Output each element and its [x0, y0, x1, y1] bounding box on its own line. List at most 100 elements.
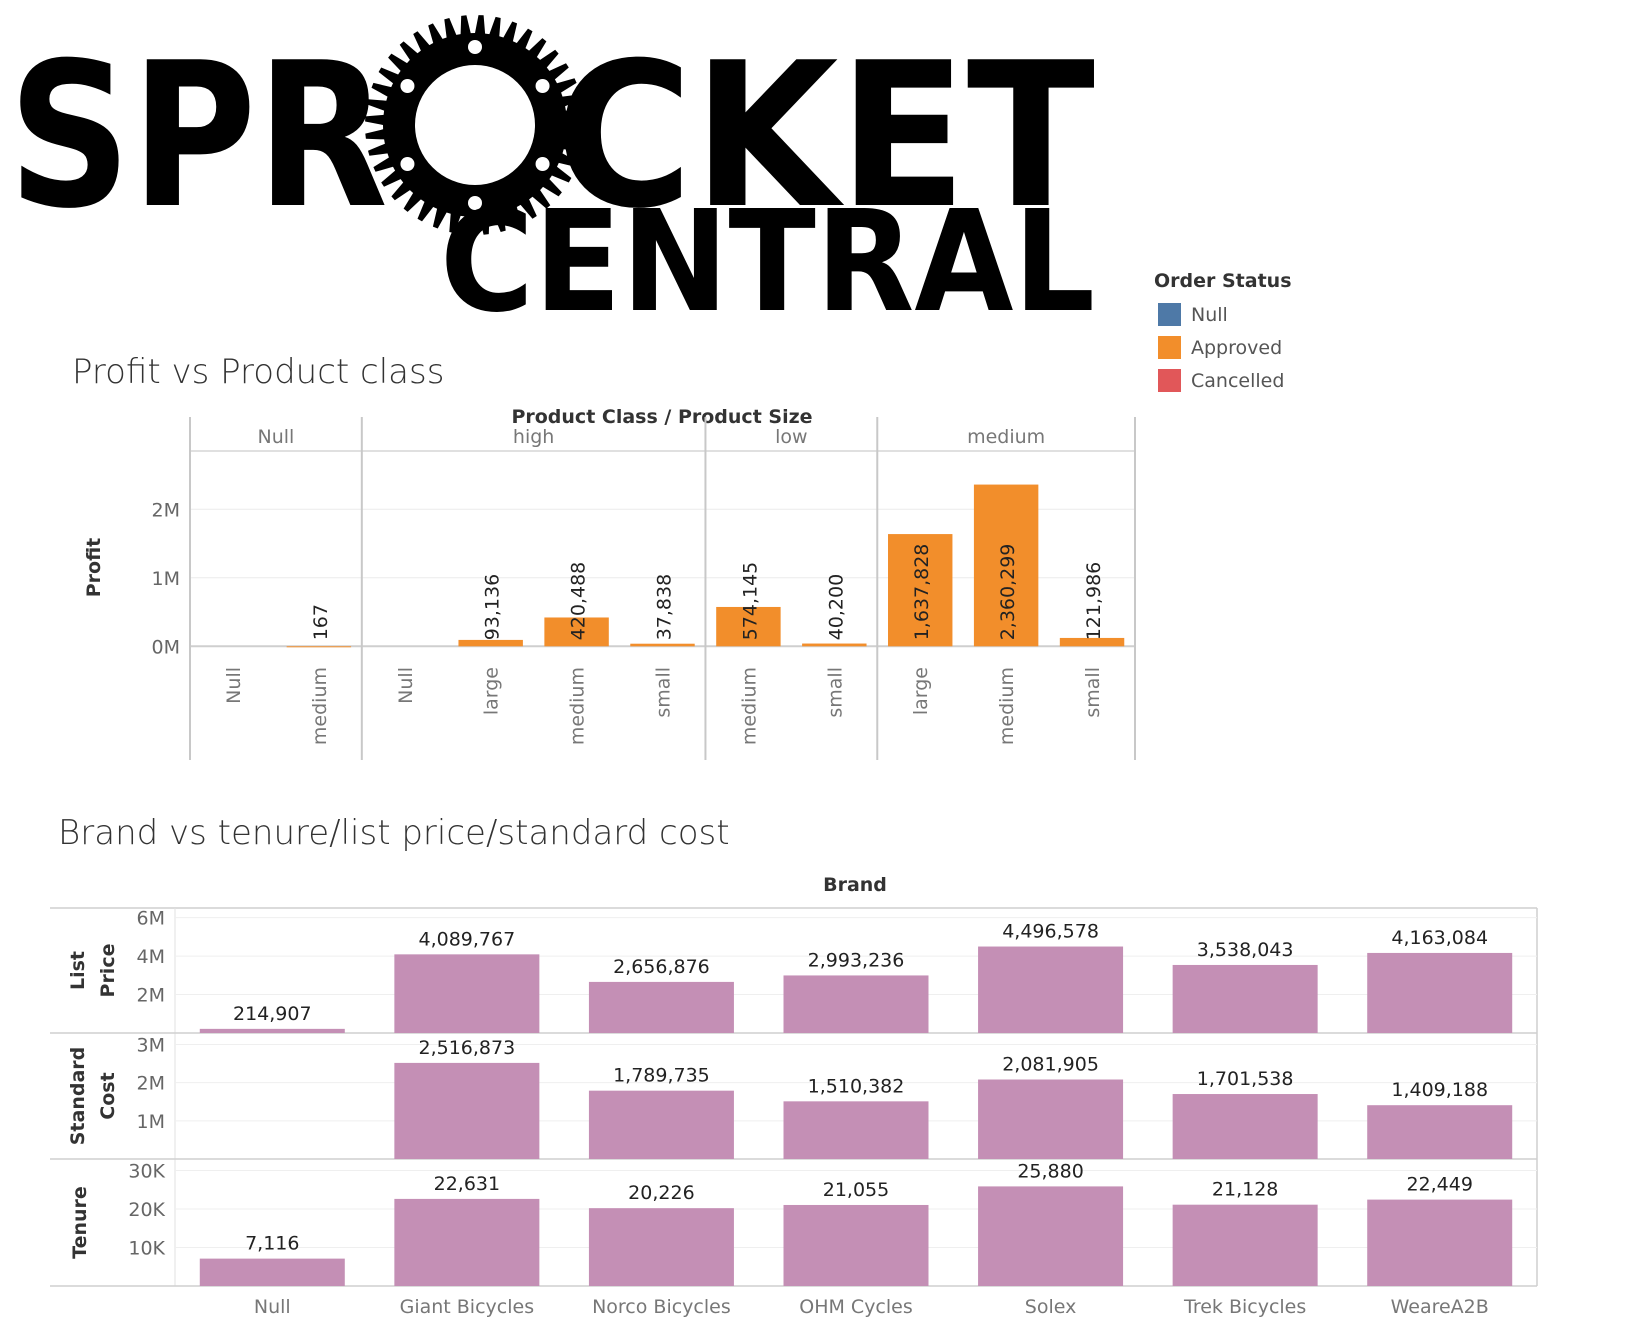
- brand-category-label: Giant Bicycles: [400, 1296, 535, 1318]
- brand-data-label: 7,116: [245, 1233, 299, 1255]
- brand-bar: [1367, 1199, 1513, 1286]
- logo-line1-right: CKET: [555, 20, 1095, 253]
- order-status-legend[interactable]: Order Status Null Approved Cancelled: [1154, 270, 1292, 397]
- legend-title: Order Status: [1154, 270, 1292, 292]
- brand-bar: [783, 1204, 929, 1286]
- legend-item-approved[interactable]: Approved: [1154, 331, 1292, 364]
- brand-bar: [394, 954, 540, 1033]
- brand-bar: [588, 1090, 734, 1159]
- brand-data-label: 1,409,188: [1391, 1079, 1488, 1101]
- brand-bar: [588, 1208, 734, 1286]
- product-size-label: large: [910, 667, 932, 715]
- brand-data-label: 2,656,876: [613, 956, 710, 978]
- brand-bar: [978, 1186, 1124, 1286]
- profit-bar: [544, 617, 609, 647]
- brand-tick-label: 1M: [137, 1111, 165, 1133]
- product-class-header: low: [775, 426, 807, 448]
- brand-data-label: 20,226: [628, 1182, 694, 1204]
- brand-data-label: 214,907: [233, 1003, 312, 1025]
- brand-data-label: 1,789,735: [613, 1065, 710, 1087]
- profit-vs-product-class-chart: Product Class / Product Size Profit 0M 1M 2M…: [83, 406, 1136, 760]
- brand-bar: [199, 1028, 345, 1033]
- product-class-header: Null: [258, 426, 295, 448]
- sprocket-icon: [365, 15, 585, 235]
- product-size-label: small: [653, 667, 675, 718]
- brand-series-label-line2: Price: [97, 944, 119, 998]
- brand-axis-title: Brand: [823, 874, 887, 896]
- profit-data-label: 40,200: [825, 574, 847, 640]
- sprocket-central-logo: SPR CKET CENTRAL: [8, 15, 1095, 320]
- product-size-label: small: [1082, 667, 1104, 718]
- brand-data-label: 22,449: [1406, 1174, 1472, 1196]
- brand-data-label: 2,516,873: [419, 1037, 516, 1059]
- profit-data-label: 93,136: [482, 574, 504, 640]
- brand-series-label: List: [67, 951, 89, 990]
- logo-line1-left: SPR: [8, 20, 388, 253]
- brand-data-label: 4,089,767: [419, 928, 516, 950]
- brand-tick-label: 10K: [128, 1238, 165, 1260]
- profit-data-label: 121,986: [1083, 562, 1105, 641]
- profit-data-label: 37,838: [654, 574, 676, 640]
- legend-swatch-cancelled: [1158, 369, 1181, 392]
- brand-data-label: 4,496,578: [1002, 921, 1099, 943]
- brand-bar: [1172, 1204, 1318, 1286]
- brand-data-label: 4,163,084: [1391, 927, 1488, 949]
- brand-bar: [978, 946, 1124, 1033]
- brand-tick-label: 20K: [128, 1199, 165, 1221]
- legend-label-null: Null: [1191, 303, 1228, 326]
- brand-category-label: Trek Bicycles: [1183, 1296, 1306, 1318]
- profit-data-label: 420,488: [568, 562, 590, 641]
- legend-item-cancelled[interactable]: Cancelled: [1154, 364, 1292, 397]
- sprocket-bolt-hole: [400, 79, 415, 93]
- brand-data-label: 21,128: [1212, 1179, 1278, 1201]
- logo-line2: CENTRAL: [440, 181, 1095, 320]
- sprocket-bolt-hole: [535, 157, 550, 171]
- brand-bar: [1172, 1094, 1318, 1159]
- profit-data-label: 167: [310, 604, 332, 640]
- profit-bar: [286, 646, 352, 648]
- brand-bar: [978, 1079, 1124, 1159]
- brand-data-label: 2,081,905: [1002, 1054, 1099, 1076]
- product-class-header: high: [513, 426, 554, 448]
- profit-chart-header: Product Class / Product Size: [511, 406, 812, 428]
- legend-item-null[interactable]: Null: [1154, 298, 1292, 331]
- brand-category-label: OHM Cycles: [799, 1296, 913, 1318]
- product-size-label: medium: [738, 667, 760, 745]
- profit-data-label: 574,145: [739, 562, 761, 641]
- brand-bar: [1367, 1105, 1513, 1159]
- brand-data-label: 22,631: [434, 1173, 500, 1195]
- profit-tick-label: 0M: [152, 636, 180, 658]
- legend-swatch-null: [1158, 303, 1181, 326]
- brand-category-label: Null: [254, 1296, 291, 1318]
- product-class-header: medium: [967, 426, 1045, 448]
- brand-tick-label: 6M: [137, 908, 165, 930]
- brand-data-label: 21,055: [823, 1179, 889, 1201]
- brand-tick-label: 2M: [137, 985, 165, 1007]
- profit-bar: [973, 484, 1039, 647]
- sprocket-bolt-hole: [535, 79, 550, 93]
- legend-label-approved: Approved: [1191, 336, 1283, 359]
- brand-tick-label: 2M: [137, 1073, 165, 1095]
- profit-tick-label: 1M: [152, 568, 180, 590]
- profit-axis-label: Profit: [83, 538, 105, 598]
- brand-bar: [783, 975, 929, 1033]
- brand-data-label: 1,510,382: [808, 1075, 905, 1097]
- profit-bar: [888, 534, 953, 647]
- sprocket-bolt-hole: [468, 196, 482, 210]
- brand-series-label: Tenure: [69, 1186, 91, 1259]
- profit-bar: [802, 643, 867, 647]
- brand-data-label: 1,701,538: [1197, 1068, 1294, 1090]
- brand-bar: [394, 1198, 540, 1286]
- product-size-label: large: [481, 667, 503, 715]
- legend-label-cancelled: Cancelled: [1191, 369, 1285, 392]
- brand-series-label: Standard: [67, 1047, 89, 1146]
- sprocket-center-hole: [415, 65, 535, 185]
- product-size-label: medium: [309, 667, 331, 745]
- brand-series-label-line2: Cost: [97, 1072, 119, 1119]
- profit-data-label: 2,360,299: [997, 544, 1019, 641]
- brand-bar: [1367, 952, 1513, 1033]
- brand-bar: [783, 1101, 929, 1159]
- brand-bar: [199, 1258, 345, 1286]
- profit-bar: [630, 643, 695, 647]
- sprocket-bolt-hole: [400, 157, 415, 171]
